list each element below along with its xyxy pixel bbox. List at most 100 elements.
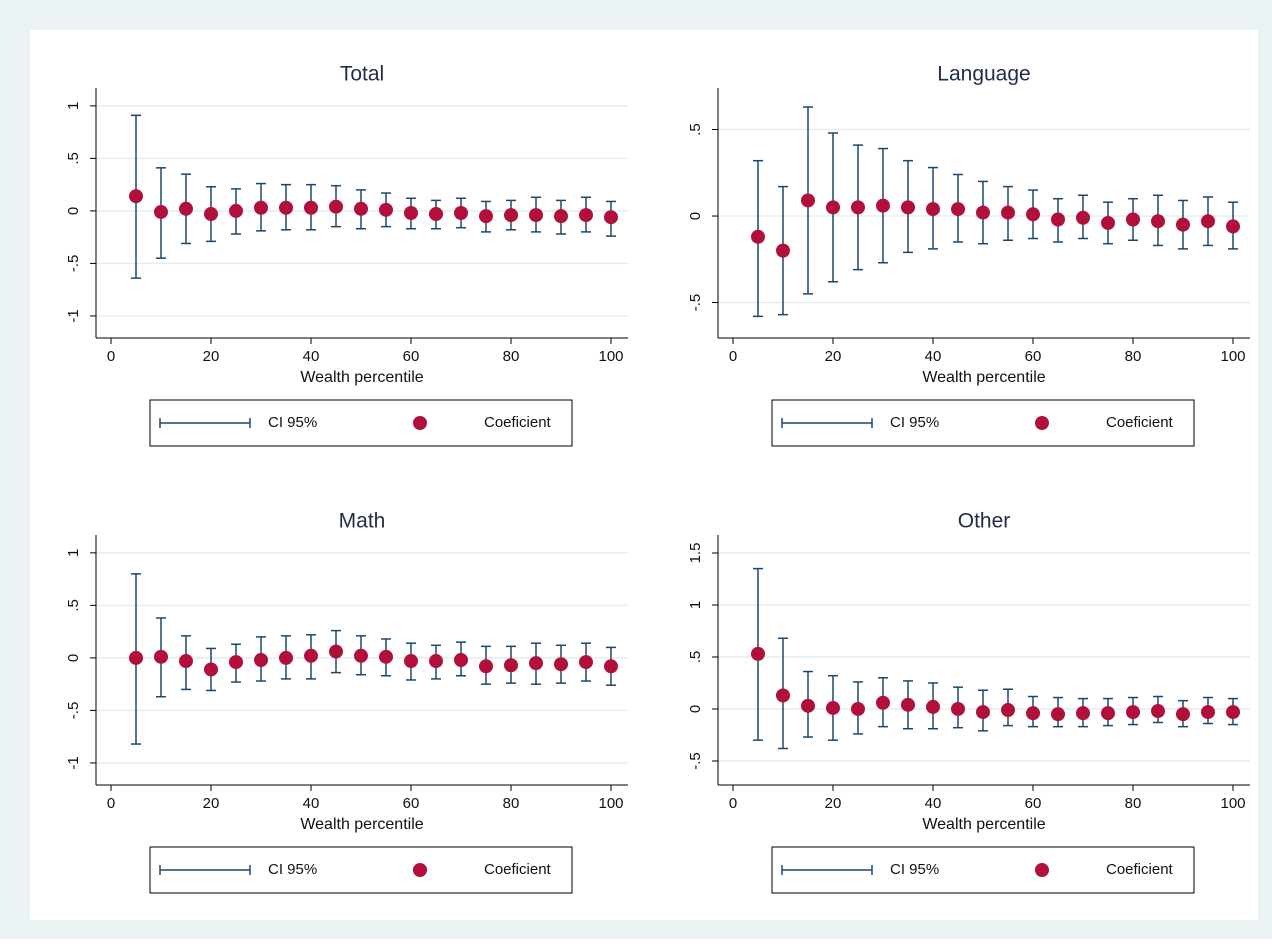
x-axis-label: Wealth percentile	[300, 816, 423, 833]
coefficient-dot	[926, 699, 940, 714]
chart-title: Other	[958, 510, 1011, 533]
coefficient-dot	[604, 210, 618, 225]
x-tick-label: 20	[825, 348, 842, 365]
coefficient-dot	[154, 204, 168, 219]
x-tick-label: 80	[1125, 795, 1142, 812]
coefficient-dot	[504, 658, 518, 673]
coefficient-dot	[776, 688, 790, 703]
x-tick-label: 40	[925, 348, 942, 365]
x-tick-label: 40	[303, 795, 320, 812]
coefficient-dot	[454, 653, 468, 667]
coefficient-dot	[529, 208, 543, 223]
legend-label: Coeficient	[1106, 861, 1174, 878]
coefficient-dot	[304, 648, 318, 663]
y-tick-label: -.5	[65, 255, 82, 273]
y-tick-label: -.5	[687, 294, 704, 312]
legend-label: CI 95%	[268, 414, 317, 431]
coefficient-dot	[851, 701, 865, 716]
coefficient-dot	[826, 200, 840, 215]
coefficient-dot	[179, 201, 193, 216]
legend-label: Coeficient	[1106, 414, 1174, 431]
coefficient-dot	[926, 202, 940, 217]
y-tick-label: .5	[65, 599, 82, 612]
legend-dot	[413, 863, 427, 877]
x-tick-label: 60	[403, 348, 420, 365]
coefficient-dot	[404, 654, 418, 669]
coefficient-dot	[529, 656, 543, 671]
coefficient-dot	[951, 701, 965, 716]
y-tick-label: -.5	[687, 752, 704, 770]
coefficient-dot	[229, 203, 243, 218]
x-tick-label: 100	[598, 348, 623, 365]
y-tick-label: .5	[687, 123, 704, 136]
y-tick-label: -1	[65, 309, 82, 322]
y-tick-label: 0	[687, 705, 704, 713]
legend-label: Coeficient	[484, 861, 552, 878]
coefficient-dot	[254, 653, 268, 667]
coefficient-dot	[204, 207, 218, 222]
coefficient-dot	[951, 202, 965, 217]
y-tick-label: .5	[687, 651, 704, 664]
coefficient-dot	[354, 648, 368, 663]
x-tick-label: 20	[825, 795, 842, 812]
coefficient-dot	[379, 649, 393, 664]
coefficient-dot	[329, 644, 343, 659]
coefficient-dot	[1151, 214, 1165, 229]
y-tick-label: .5	[65, 152, 82, 165]
coefficient-dot	[554, 209, 568, 224]
coefficient-dot	[826, 700, 840, 715]
coefficient-dot	[579, 208, 593, 223]
x-axis-label: Wealth percentile	[300, 369, 423, 386]
coefficient-dot	[204, 662, 218, 677]
x-tick-label: 40	[303, 348, 320, 365]
x-tick-label: 80	[503, 348, 520, 365]
coefficient-dot	[154, 649, 168, 664]
x-tick-label: 100	[598, 795, 623, 812]
y-tick-label: 1	[65, 102, 82, 110]
x-tick-label: 40	[925, 795, 942, 812]
coefficient-dot	[404, 206, 418, 220]
legend-dot	[413, 416, 427, 430]
legend-label: CI 95%	[268, 861, 317, 878]
legend-box	[149, 846, 573, 894]
coefficient-dot	[1176, 217, 1190, 232]
legend-dot	[1035, 863, 1049, 877]
coefficient-dot	[179, 654, 193, 669]
coefficient-dot	[776, 243, 790, 258]
y-tick-label: 0	[65, 654, 82, 662]
coefficient-dot	[901, 200, 915, 215]
coefficient-dot	[454, 206, 468, 220]
coefficient-dot	[1051, 212, 1065, 227]
coefficient-dot	[279, 200, 293, 215]
coefficient-dot	[254, 200, 268, 215]
coefficient-dot	[1126, 705, 1140, 720]
y-tick-label: 0	[687, 212, 704, 220]
x-tick-label: 0	[107, 795, 115, 812]
x-tick-label: 0	[107, 348, 115, 365]
coefficient-dot	[1226, 705, 1240, 720]
coefficient-dot	[304, 200, 318, 215]
legend-label: CI 95%	[890, 861, 939, 878]
chart-title: Math	[339, 510, 386, 533]
coefficient-dot	[1076, 706, 1090, 721]
coefficient-dot	[851, 200, 865, 215]
coefficient-dot	[876, 695, 890, 710]
coefficient-dot	[976, 705, 990, 720]
coefficient-dot	[801, 698, 815, 713]
x-tick-label: 20	[203, 795, 220, 812]
legend-label: CI 95%	[890, 414, 939, 431]
coefficient-dot	[976, 205, 990, 220]
coefficient-dot	[479, 209, 493, 224]
coefficient-dot	[1026, 706, 1040, 721]
x-tick-label: 0	[729, 348, 737, 365]
x-tick-label: 20	[203, 348, 220, 365]
coefficient-dot	[379, 202, 393, 217]
coefficient-dot	[354, 201, 368, 216]
coefficient-dot	[1176, 707, 1190, 722]
coefficient-dot	[1076, 210, 1090, 225]
coefficient-dot	[876, 198, 890, 213]
x-tick-label: 0	[729, 795, 737, 812]
coefficient-dot	[279, 650, 293, 665]
chart-title: Language	[937, 63, 1030, 86]
